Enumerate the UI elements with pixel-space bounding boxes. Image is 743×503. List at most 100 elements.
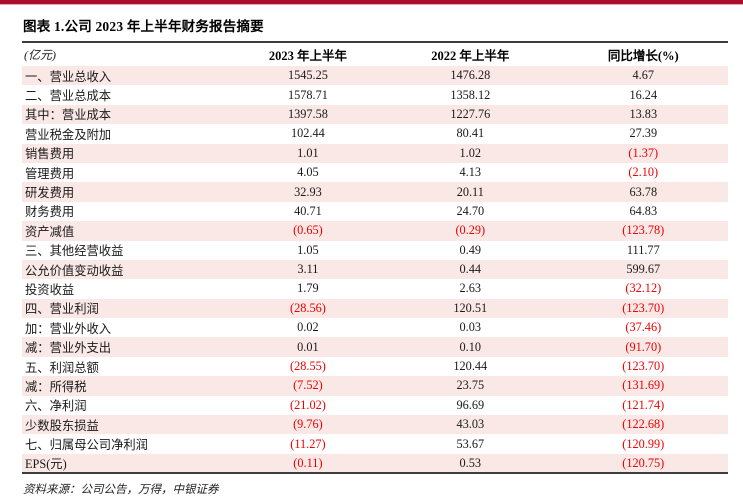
column-header-yoy: 同比增长(%) [607, 49, 679, 63]
row-label-cell: 公允价值变动收益 [25, 263, 124, 278]
value-2023-cell: 1.05 [297, 242, 319, 257]
value-2023-cell: (11.27) [290, 436, 326, 451]
row-label-cell: 研发费用 [25, 186, 75, 201]
value-2023-cell: 1.79 [297, 281, 319, 296]
value-2023-cell: (0.11) [293, 455, 323, 470]
table-row: 二、营业总成本 1578.71 1358.12 16.24 [22, 85, 728, 104]
yoy-cell: 64.83 [629, 203, 658, 218]
value-2023-cell: 102.44 [291, 126, 325, 141]
yoy-cell: (32.12) [625, 281, 662, 296]
row-label-cell: 减：所得税 [25, 379, 87, 394]
table-row: 财务费用 40.71 24.70 64.83 [22, 202, 728, 221]
column-header-unit: (亿元) [24, 48, 56, 62]
value-2023-cell: 0.01 [297, 339, 319, 354]
value-2023-cell: (9.76) [293, 417, 323, 432]
yoy-cell: 63.78 [629, 184, 658, 199]
yoy-cell: (37.46) [625, 320, 662, 335]
value-2022-cell: 80.41 [456, 126, 485, 141]
value-2023-cell: 40.71 [294, 203, 322, 218]
value-2023-cell: 0.02 [297, 320, 319, 335]
table-row: 三、其他经营收益 1.05 0.49 111.77 [22, 241, 728, 260]
row-label-cell: 资产减值 [25, 224, 75, 239]
yoy-cell: (121.74) [622, 397, 665, 412]
table-row: 少数股东损益 (9.76) 43.03 (122.68) [22, 415, 728, 435]
row-label-cell: 投资收益 [25, 282, 75, 297]
yoy-cell: 16.24 [629, 87, 658, 102]
table-row: 一、营业总收入 1545.25 1476.28 4.67 [22, 66, 728, 86]
table-row: 营业税金及附加 102.44 80.41 27.39 [22, 124, 728, 143]
table-row: 五、利润总额 (28.55) 120.44 (123.70) [22, 357, 728, 376]
row-label-cell: 七、归属母公司净利润 [25, 438, 148, 453]
value-2022-cell: 2.63 [459, 281, 482, 296]
value-2022-cell: 1358.12 [450, 87, 491, 102]
table-row: 减：所得税 (7.52) 23.75 (131.69) [22, 376, 728, 396]
value-2022-cell: 1476.28 [450, 68, 491, 83]
row-label-cell: 四、营业利润 [25, 302, 99, 317]
value-2022-cell: 0.44 [459, 262, 482, 277]
value-2023-cell: 1578.71 [287, 87, 328, 102]
value-2023-cell: (28.55) [289, 359, 326, 374]
row-label-cell: 其中：营业成本 [25, 108, 112, 123]
value-2022-cell: 0.49 [459, 242, 482, 257]
column-header-2022: 2022 年上半年 [431, 49, 510, 63]
yoy-cell: (123.70) [622, 300, 665, 315]
value-2022-cell: 0.53 [459, 455, 482, 470]
row-label-cell: 一、营业总收入 [25, 69, 112, 84]
table-header: (亿元) 2023 年上半年 2022 年上半年 同比增长(%) [22, 43, 728, 66]
value-2023-cell: (21.02) [289, 397, 326, 412]
yoy-cell: (91.70) [625, 339, 662, 354]
table-row: 七、归属母公司净利润 (11.27) 53.67 (120.99) [22, 434, 728, 453]
value-2022-cell: 4.13 [459, 165, 482, 180]
value-2023-cell: (0.65) [293, 223, 323, 238]
value-2023-cell: (28.56) [289, 300, 326, 315]
value-2023-cell: (7.52) [293, 378, 323, 393]
value-2022-cell: 1227.76 [450, 106, 491, 121]
value-2023-cell: 1545.25 [287, 68, 328, 83]
row-label-cell: 管理费用 [25, 166, 75, 181]
value-2023-cell: 32.93 [294, 184, 322, 199]
source-note: 资料来源：公司公告，万得，中银证券 [23, 484, 219, 497]
row-label-cell: 减：营业外支出 [25, 341, 112, 356]
value-2022-cell: 120.44 [453, 359, 488, 374]
value-2022-cell: 24.70 [456, 203, 485, 218]
yoy-cell: (120.99) [622, 436, 665, 451]
value-2022-cell: 0.10 [459, 339, 482, 354]
table-row: 销售费用 1.01 1.02 (1.37) [22, 143, 728, 163]
value-2023-cell: 4.05 [297, 165, 319, 180]
column-header-2023: 2023 年上半年 [268, 49, 347, 63]
value-2022-cell: 23.75 [456, 378, 485, 393]
table-row: 管理费用 4.05 4.13 (2.10) [22, 163, 728, 182]
yoy-cell: 599.67 [626, 262, 661, 277]
value-2022-cell: (0.29) [455, 223, 486, 238]
row-label-cell: 六、净利润 [25, 399, 87, 414]
row-label-cell: 营业税金及附加 [25, 127, 112, 142]
table-row: 投资收益 1.79 2.63 (32.12) [22, 279, 728, 298]
row-label-cell: 加：营业外收入 [25, 321, 112, 336]
row-label-cell: 销售费用 [25, 147, 75, 162]
value-2022-cell: 20.11 [456, 184, 484, 199]
row-label-cell: EPS(元) [25, 457, 67, 471]
yoy-cell: (122.68) [622, 417, 665, 432]
row-label-cell: 三、其他经营收益 [25, 244, 124, 259]
row-label-cell: 二、营业总成本 [25, 89, 112, 104]
yoy-cell: (2.10) [628, 165, 659, 180]
yoy-cell: (1.37) [628, 145, 659, 160]
table-row: 四、营业利润 (28.56) 120.51 (123.70) [22, 298, 728, 319]
yoy-cell: (131.69) [622, 378, 665, 393]
yoy-cell: 111.77 [626, 242, 660, 257]
table-row: 六、净利润 (21.02) 96.69 (121.74) [22, 396, 728, 415]
yoy-cell: (120.75) [622, 455, 665, 470]
value-2022-cell: 53.67 [456, 436, 485, 451]
row-label-cell: 少数股东损益 [25, 418, 99, 433]
financial-summary-table: (亿元) 2023 年上半年 2022 年上半年 同比增长(%) 一、营业总收入… [22, 43, 728, 475]
value-2023-cell: 1397.58 [287, 106, 328, 121]
value-2022-cell: 1.02 [459, 145, 482, 160]
table-row: 公允价值变动收益 3.11 0.44 599.67 [22, 259, 728, 280]
table-row: 资产减值 (0.65) (0.29) (123.78) [22, 221, 728, 241]
value-2022-cell: 0.03 [459, 320, 482, 335]
value-2023-cell: 3.11 [297, 262, 319, 277]
row-label-cell: 财务费用 [25, 205, 75, 220]
value-2022-cell: 120.51 [453, 300, 488, 315]
value-2023-cell: 1.01 [297, 145, 319, 160]
yoy-cell: (123.78) [622, 223, 665, 238]
